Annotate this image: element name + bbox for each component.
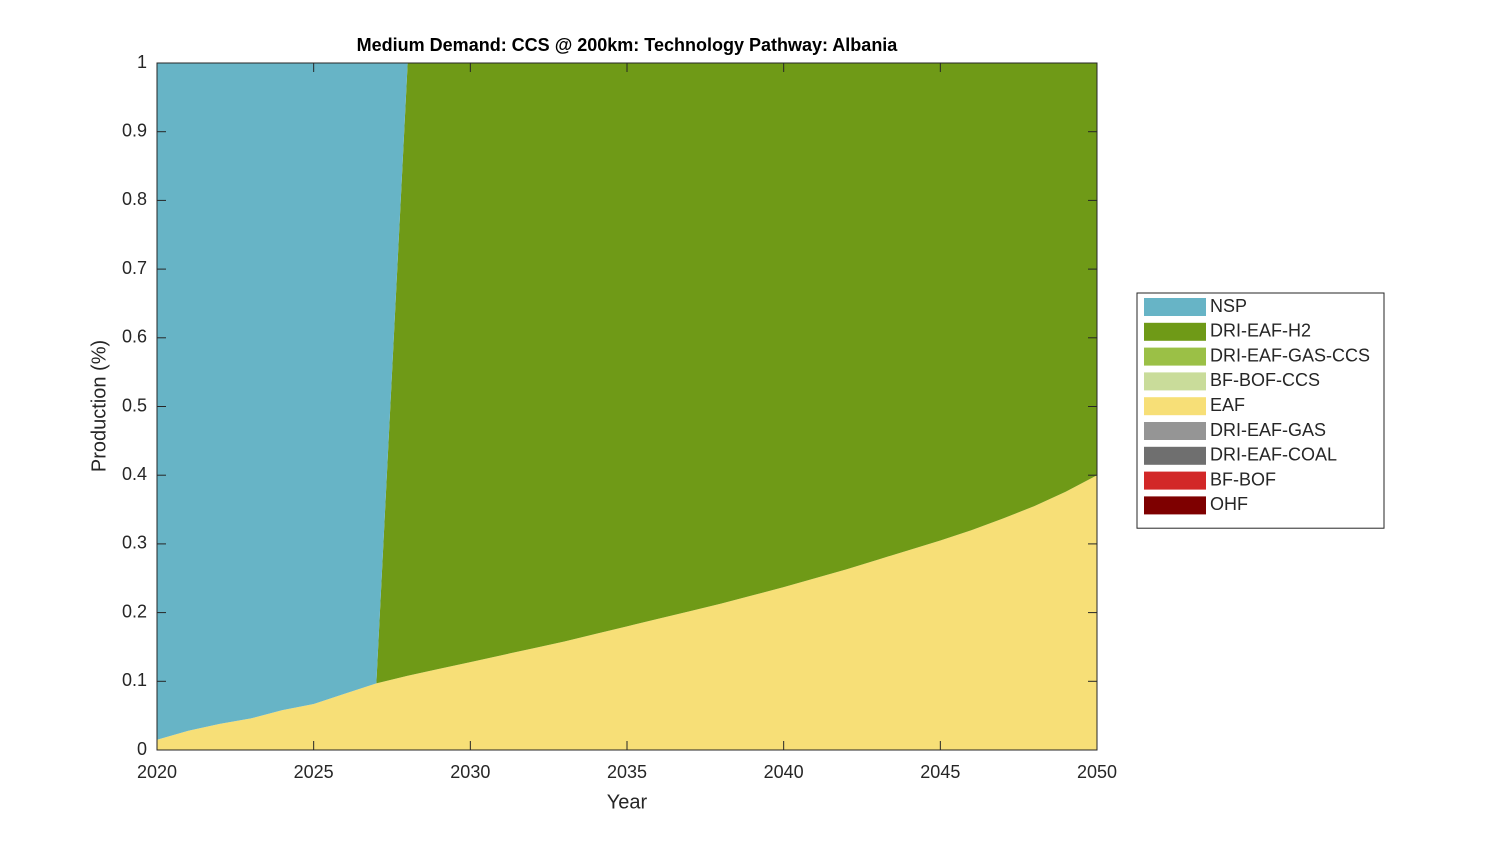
legend-swatch <box>1144 496 1206 515</box>
legend-label: BF-BOF-CCS <box>1210 370 1320 390</box>
legend-swatch <box>1144 372 1206 391</box>
legend-label: DRI-EAF-GAS <box>1210 420 1326 440</box>
legend-swatch <box>1144 446 1206 465</box>
x-tick-label: 2035 <box>607 762 647 782</box>
y-tick-label: 0.1 <box>122 670 147 690</box>
legend-label: OHF <box>1210 494 1248 514</box>
area <box>157 475 1097 750</box>
x-tick-label: 2050 <box>1077 762 1117 782</box>
x-tick-label: 2025 <box>294 762 334 782</box>
area <box>157 63 1097 740</box>
legend-label: DRI-EAF-H2 <box>1210 321 1311 341</box>
y-axis-label: Production (%) <box>88 340 110 472</box>
y-tick-label: 0.2 <box>122 601 147 621</box>
x-tick-label: 2040 <box>764 762 804 782</box>
legend-label: DRI-EAF-COAL <box>1210 445 1337 465</box>
y-tick-label: 1 <box>137 52 147 72</box>
x-tick-label: 2030 <box>450 762 490 782</box>
y-tick-label: 0.4 <box>122 464 147 484</box>
x-axis-label: Year <box>607 791 648 813</box>
legend-label: EAF <box>1210 395 1245 415</box>
area <box>157 63 1097 740</box>
y-tick-label: 0.3 <box>122 533 147 553</box>
x-tick-label: 2045 <box>920 762 960 782</box>
legend-swatch <box>1144 422 1206 440</box>
legend-swatch <box>1144 298 1206 316</box>
y-tick-label: 0.6 <box>122 327 147 347</box>
legend-swatch <box>1144 322 1206 341</box>
legend-label: DRI-EAF-GAS-CCS <box>1210 345 1370 365</box>
y-tick-label: 0.9 <box>122 120 147 140</box>
legend-swatch <box>1144 397 1206 416</box>
legend-swatch <box>1144 347 1206 366</box>
y-tick-label: 0.8 <box>122 189 147 209</box>
legend-label: NSP <box>1210 296 1247 316</box>
x-tick-label: 2020 <box>137 762 177 782</box>
legend-swatch <box>1144 471 1206 490</box>
legend-label: BF-BOF <box>1210 469 1276 489</box>
y-tick-label: 0.5 <box>122 395 147 415</box>
y-tick-label: 0 <box>137 739 147 759</box>
y-tick-label: 0.7 <box>122 258 147 278</box>
chart-title: Medium Demand: CCS @ 200km: Technology P… <box>357 35 899 55</box>
